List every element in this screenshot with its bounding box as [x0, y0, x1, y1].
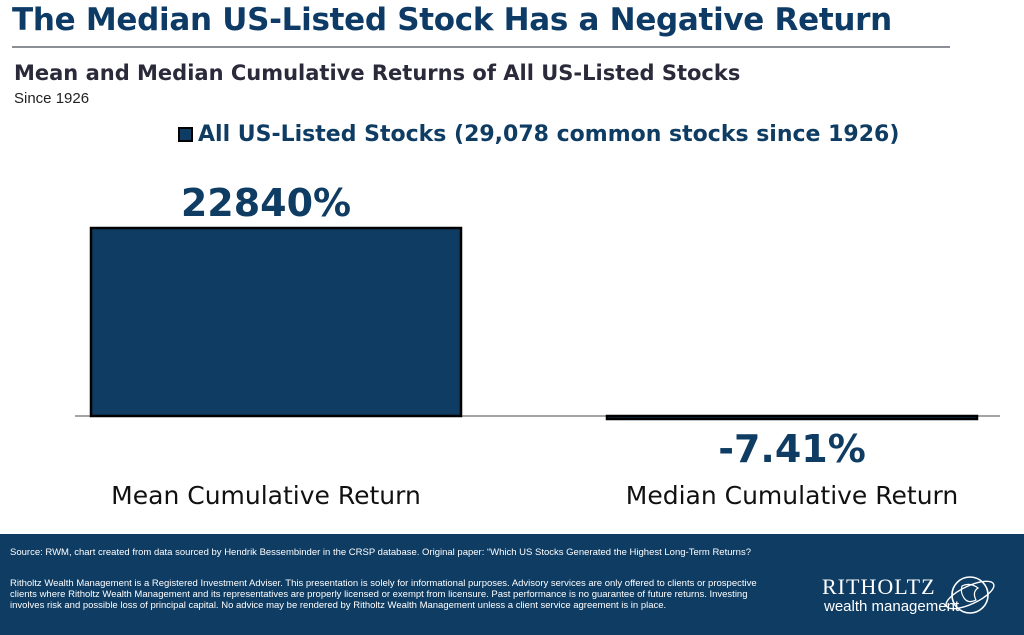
legend-swatch: [178, 127, 193, 142]
data-label-median: -7.41%: [718, 427, 866, 471]
source-note: Source: RWM, chart created from data sou…: [10, 547, 751, 558]
chart-subtitle: Mean and Median Cumulative Returns of Al…: [14, 61, 741, 85]
footer: Source: RWM, chart created from data sou…: [0, 534, 1024, 635]
chart-date-range: Since 1926: [14, 90, 90, 107]
data-label-mean: 22840%: [181, 181, 351, 225]
category-label-median: Median Cumulative Return: [626, 481, 958, 510]
legend-label: All US-Listed Stocks (29,078 common stoc…: [198, 122, 900, 147]
bar-mean: [89, 226, 463, 418]
logo-wordmark: RITHOLTZ: [822, 574, 936, 599]
page-title: The Median US-Listed Stock Has a Negativ…: [12, 2, 892, 38]
title-divider: [12, 46, 950, 48]
category-label-mean: Mean Cumulative Return: [111, 481, 421, 510]
bar-median: [605, 414, 979, 421]
disclaimer-text: Ritholtz Wealth Management is a Register…: [10, 578, 757, 611]
chart-legend: All US-Listed Stocks (29,078 common stoc…: [178, 122, 899, 147]
bar-chart: 22840% Mean Cumulative Return -7.41% Median…: [75, 181, 1000, 510]
globe-logo-icon: [945, 576, 995, 614]
ritholtz-logo: RITHOLTZ wealth management: [822, 570, 1012, 620]
logo-tagline: wealth management: [824, 598, 960, 615]
